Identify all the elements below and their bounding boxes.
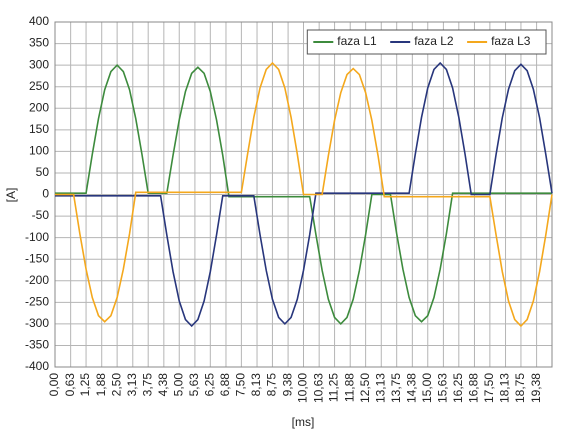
x-tick-label: 12,50	[358, 373, 372, 403]
legend-label: faza L2	[414, 34, 454, 48]
x-tick-label: 17,50	[482, 373, 496, 403]
x-tick-label: 8,13	[249, 373, 263, 397]
legend: faza L1 faza L2 faza L3	[306, 29, 547, 55]
y-tick-label: 250	[29, 79, 49, 93]
x-tick-label: 10,63	[311, 373, 325, 403]
y-tick-label: 200	[29, 100, 49, 114]
y-tick-label: 50	[36, 165, 50, 179]
x-tick-label: 1,25	[78, 373, 92, 397]
series-line	[55, 63, 552, 326]
x-tick-label: 2,50	[109, 373, 123, 397]
x-tick-label: 18,13	[498, 373, 512, 403]
y-tick-label: -200	[25, 273, 49, 287]
x-tick-label: 15,00	[420, 373, 434, 403]
x-tick-label: 4,38	[156, 373, 170, 397]
x-tick-label: 6,25	[202, 373, 216, 397]
y-tick-label: -250	[25, 294, 49, 308]
y-tick-label: -400	[25, 359, 49, 373]
x-tick-label: 15,63	[436, 373, 450, 403]
y-tick-label: -350	[25, 338, 49, 352]
x-tick-label: 13,13	[373, 373, 387, 403]
legend-label: faza L1	[337, 34, 377, 48]
x-tick-label: 16,25	[451, 373, 465, 403]
series-line	[55, 61, 553, 328]
x-tick-label: 6,88	[218, 373, 232, 397]
y-tick-label: -100	[25, 230, 49, 244]
legend-label: faza L3	[491, 34, 531, 48]
x-tick-label: 14,38	[405, 373, 419, 403]
x-tick-label: 3,13	[125, 373, 139, 397]
x-tick-label: 11,25	[327, 373, 341, 402]
y-tick-label: 350	[29, 36, 49, 50]
x-tick-label: 18,75	[513, 373, 527, 403]
y-tick-label: 150	[29, 122, 49, 136]
y-tick-label: 400	[29, 14, 49, 28]
x-tick-label: 1,88	[94, 373, 108, 397]
x-tick-label: 13,75	[389, 373, 403, 403]
x-tick-label: 8,75	[265, 373, 279, 397]
x-tick-label: 0,63	[63, 373, 77, 397]
series-line	[55, 61, 553, 328]
y-tick-label: 300	[29, 57, 49, 71]
y-tick-label: -300	[25, 316, 49, 330]
x-tick-label: 11,88	[342, 373, 356, 402]
x-tick-label: 9,38	[280, 373, 294, 397]
x-tick-label: 7,50	[234, 373, 248, 397]
y-tick-label: -50	[32, 208, 50, 222]
y-tick-label: 0	[42, 187, 49, 201]
x-tick-label: 19,38	[529, 373, 543, 403]
y-tick-label: 100	[29, 144, 49, 158]
x-tick-label: 16,88	[467, 373, 481, 403]
x-tick-label: 5,00	[171, 373, 185, 397]
y-axis-label: [A]	[4, 188, 18, 203]
x-tick-label: 0,00	[47, 373, 61, 397]
x-tick-label: 3,75	[140, 373, 154, 397]
y-tick-label: -150	[25, 251, 49, 265]
x-axis-label: [ms]	[292, 415, 315, 429]
x-tick-label: 10,00	[296, 373, 310, 403]
legend-box	[306, 29, 547, 55]
x-tick-label: 5,63	[187, 373, 201, 397]
